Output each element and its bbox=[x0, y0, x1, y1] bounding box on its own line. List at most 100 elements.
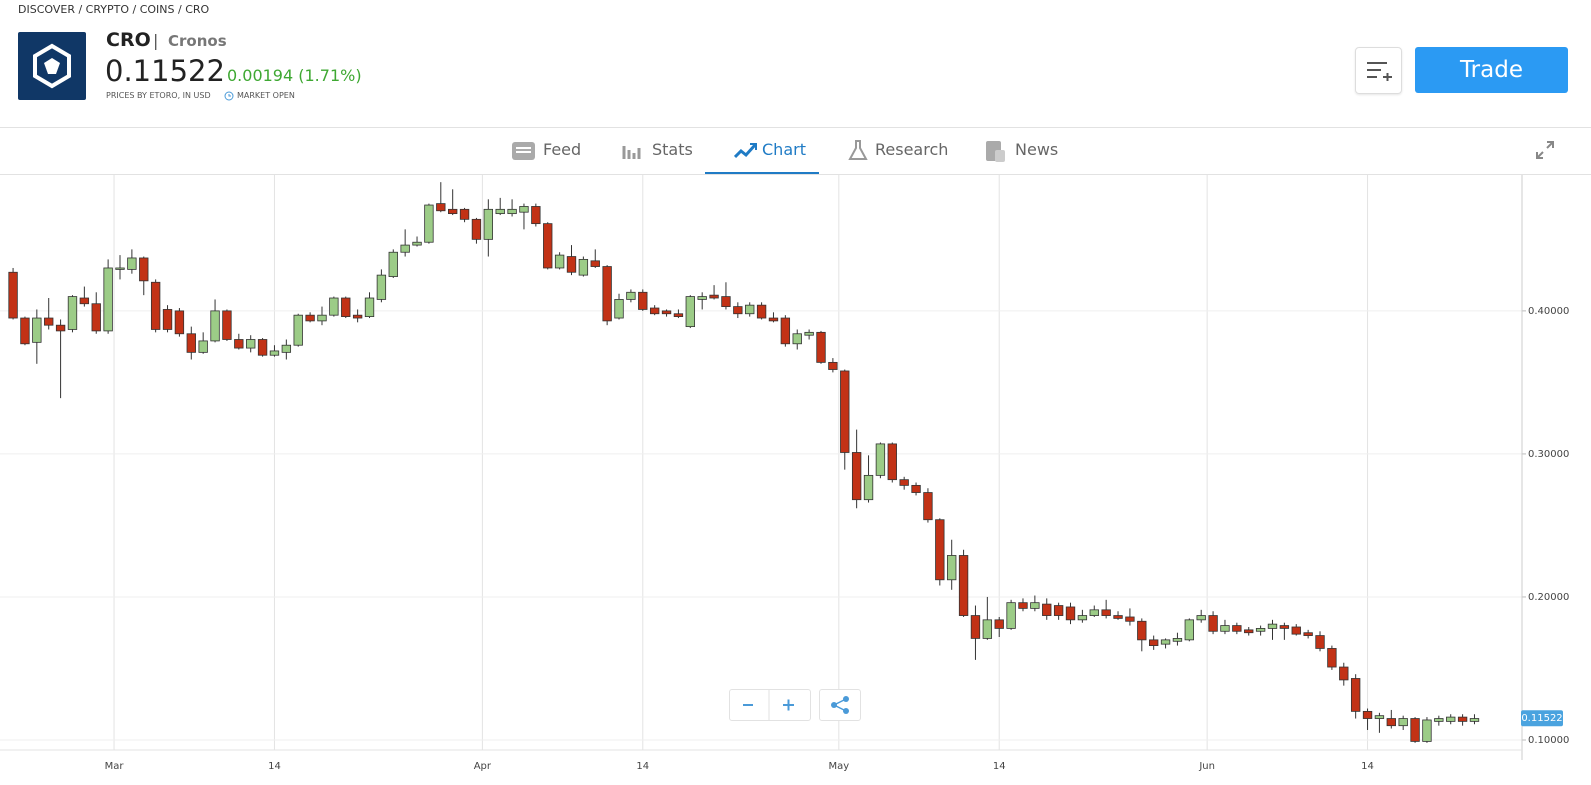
candle-body bbox=[186, 333, 196, 353]
stats-icon bbox=[622, 146, 641, 159]
candle-body bbox=[400, 244, 410, 253]
candle-body bbox=[780, 317, 791, 345]
candle-body bbox=[103, 267, 113, 332]
candle-body bbox=[198, 340, 208, 353]
candle-body bbox=[911, 484, 921, 493]
feed-icon bbox=[512, 142, 535, 160]
candle-body bbox=[1018, 602, 1028, 609]
coin-name: Cronos bbox=[168, 32, 227, 50]
candle-body bbox=[1422, 719, 1432, 742]
candle-body bbox=[602, 266, 612, 322]
candle-body bbox=[1220, 625, 1230, 632]
candle-body bbox=[840, 370, 850, 453]
candle-body bbox=[673, 313, 684, 318]
y-tick-label: 0.20000 bbox=[1528, 592, 1569, 603]
breadcrumb[interactable]: DISCOVER / CRYPTO / COINS / CRO bbox=[18, 3, 210, 16]
candle-body bbox=[792, 333, 802, 345]
candle-body bbox=[1160, 639, 1171, 645]
candle-body bbox=[1053, 605, 1064, 616]
share-button[interactable] bbox=[819, 689, 861, 721]
watchlist-button[interactable] bbox=[1355, 47, 1402, 94]
tab[interactable]: News bbox=[1015, 140, 1059, 159]
candle-body bbox=[246, 339, 256, 349]
candle-body bbox=[293, 314, 303, 346]
candle-body bbox=[79, 297, 90, 305]
zoom-icons bbox=[743, 690, 794, 720]
candle-body bbox=[1232, 625, 1242, 632]
candle-body bbox=[1077, 615, 1088, 621]
candle-body bbox=[388, 251, 398, 277]
candle-body bbox=[412, 241, 422, 246]
chart: Mar 14 Apr 14 May 14 Jun 14 0.10000 0.20000 0.3000… bbox=[0, 175, 1569, 772]
x-tick-label: May bbox=[828, 761, 849, 772]
last-price-tag bbox=[1521, 710, 1563, 727]
candle-body bbox=[875, 443, 886, 476]
candle-body bbox=[91, 303, 101, 332]
candle-body bbox=[1184, 619, 1194, 641]
price-change: 0.00194 (1.71%) bbox=[227, 66, 362, 85]
x-tick-label: Apr bbox=[474, 761, 492, 772]
tab[interactable]: Research bbox=[875, 140, 949, 159]
candle-body bbox=[958, 555, 969, 616]
trade-button[interactable]: Trade bbox=[1415, 47, 1568, 93]
candle-body bbox=[1101, 609, 1111, 616]
candle-body bbox=[721, 296, 731, 307]
candle-body bbox=[756, 304, 767, 319]
divider bbox=[0, 127, 1591, 128]
candle-body bbox=[1006, 602, 1016, 629]
candle-body bbox=[436, 203, 446, 212]
candle-body bbox=[1089, 609, 1099, 616]
candle-body bbox=[222, 310, 232, 340]
candle-body bbox=[935, 519, 945, 581]
x-tick-label: Mar bbox=[105, 761, 125, 772]
candle-body bbox=[745, 304, 755, 315]
candle-body bbox=[1350, 678, 1361, 712]
candle-body bbox=[495, 208, 505, 215]
candle-body bbox=[1386, 718, 1396, 727]
research-icon bbox=[848, 140, 868, 160]
candle-body bbox=[1279, 625, 1290, 629]
candle-body bbox=[1030, 602, 1040, 609]
x-tick-label: 14 bbox=[268, 761, 281, 772]
candle-body bbox=[8, 271, 18, 319]
tab[interactable]: Chart bbox=[762, 140, 806, 159]
candle-body bbox=[281, 344, 292, 353]
candle-body bbox=[970, 615, 981, 639]
candle-body bbox=[590, 260, 600, 267]
x-tick-label: 14 bbox=[636, 761, 649, 772]
candle-body bbox=[1398, 718, 1408, 727]
candle-body bbox=[1113, 615, 1123, 619]
candle-body bbox=[507, 208, 517, 215]
candle-body bbox=[863, 474, 874, 501]
candle-body bbox=[257, 339, 268, 356]
candle-body bbox=[210, 310, 220, 342]
candle-body bbox=[947, 555, 957, 581]
candle-body bbox=[566, 256, 577, 273]
candle-body bbox=[1137, 620, 1147, 641]
candle-body bbox=[1434, 718, 1444, 722]
candle-body bbox=[1196, 615, 1206, 621]
candle-body bbox=[614, 299, 624, 319]
tab[interactable]: Feed bbox=[543, 140, 582, 159]
candle-body bbox=[483, 208, 494, 240]
candle-body bbox=[139, 257, 149, 282]
expand-icon[interactable] bbox=[1535, 140, 1555, 160]
candle-body bbox=[1125, 616, 1135, 622]
candle-body bbox=[32, 317, 42, 343]
candle-body bbox=[768, 317, 779, 322]
candle-body bbox=[150, 281, 161, 330]
tab[interactable]: Stats bbox=[652, 140, 693, 159]
candle-body bbox=[994, 619, 1004, 629]
last-price-label: 0.11522 bbox=[1521, 713, 1562, 724]
candle-body bbox=[115, 267, 125, 270]
candle-body bbox=[376, 274, 387, 300]
y-tick-label: 0.10000 bbox=[1528, 735, 1569, 746]
candle-body bbox=[531, 206, 541, 225]
candle-body bbox=[1303, 632, 1313, 636]
candle-body bbox=[341, 297, 351, 318]
candle-body bbox=[127, 257, 137, 270]
clock-icon bbox=[224, 91, 234, 101]
candle-body bbox=[20, 317, 30, 345]
active-tab-underline bbox=[705, 172, 819, 174]
candle-body bbox=[448, 208, 458, 215]
